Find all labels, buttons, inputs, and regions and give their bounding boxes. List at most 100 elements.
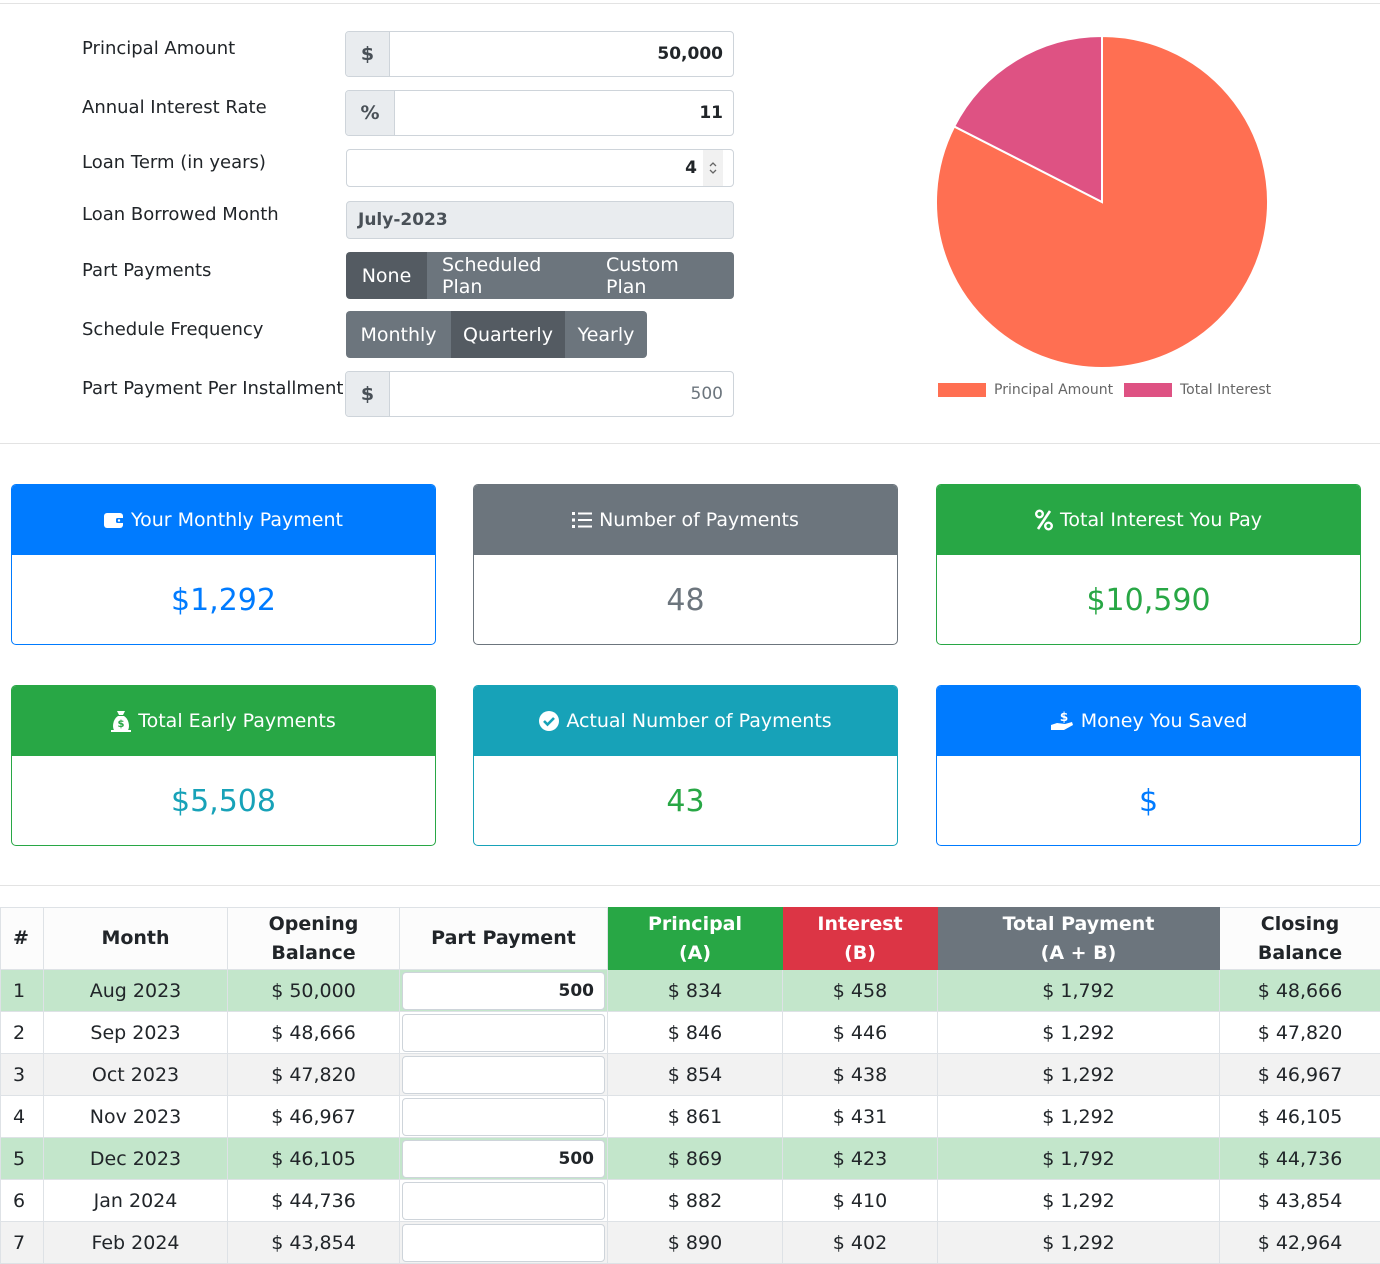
card-title: Number of Payments: [599, 509, 799, 531]
col-total-payment-cell: $ 1,792: [938, 970, 1220, 1012]
total-early-payments-card: $ Total Early Payments $5,508: [11, 685, 436, 846]
part-payments-toggle: None Scheduled Plan Custom Plan: [346, 252, 734, 299]
part-payment-scheduled-button[interactable]: Scheduled Plan: [427, 252, 591, 299]
card-title: Your Monthly Payment: [131, 509, 343, 531]
header-text: Balance: [1220, 939, 1380, 968]
number-of-payments-card: Number of Payments 48: [473, 484, 898, 645]
legend-interest[interactable]: Total Interest: [1124, 382, 1271, 398]
money-saved-card: $ Money You Saved $: [936, 685, 1361, 846]
frequency-monthly-button[interactable]: Monthly: [346, 311, 451, 358]
card-value: $1,292: [12, 555, 435, 645]
part-payment-none-button[interactable]: None: [346, 252, 427, 299]
section-divider: [0, 443, 1380, 444]
col-opening-balance-cell: $ 48,666: [228, 1012, 400, 1054]
col-month-cell: Oct 2023: [44, 1054, 228, 1096]
col-principal-cell: $ 861: [608, 1096, 783, 1138]
col-closing-balance-cell: $ 42,964: [1220, 1222, 1380, 1264]
term-input[interactable]: 4: [346, 149, 734, 187]
card-value: 43: [474, 756, 897, 846]
header-text: Opening: [228, 910, 399, 939]
frequency-yearly-button[interactable]: Yearly: [565, 311, 647, 358]
col-closing-balance-cell: $ 46,967: [1220, 1054, 1380, 1096]
card-value: $5,508: [12, 756, 435, 846]
header-text: (A): [608, 939, 782, 968]
part-payment-cell: [400, 1180, 608, 1222]
part-payment-input[interactable]: 500: [402, 972, 605, 1010]
col-principal-header: Principal(A): [608, 908, 783, 970]
percent-icon: [1035, 509, 1053, 531]
frequency-quarterly-button[interactable]: Quarterly: [451, 311, 565, 358]
col-opening-balance-cell: $ 50,000: [228, 970, 400, 1012]
col-closing-balance-cell: $ 46,105: [1220, 1096, 1380, 1138]
part-payment-custom-button[interactable]: Custom Plan: [591, 252, 734, 299]
rate-input-group: % 11: [345, 90, 734, 136]
col-interest-cell: $ 423: [783, 1138, 938, 1180]
per-installment-input[interactable]: 500: [390, 372, 733, 416]
term-stepper[interactable]: [703, 150, 723, 186]
col-month-header: Month: [44, 908, 228, 970]
card-value: $10,590: [937, 555, 1360, 645]
header-text: (A + B): [938, 939, 1219, 968]
col-index-cell: 4: [1, 1096, 44, 1138]
col-month-cell: Sep 2023: [44, 1012, 228, 1054]
per-installment-input-group: $ 500: [345, 371, 734, 417]
frequency-label: Schedule Frequency: [82, 319, 263, 340]
col-interest-cell: $ 438: [783, 1054, 938, 1096]
part-payment-cell: [400, 1222, 608, 1264]
part-payment-input[interactable]: [402, 1182, 605, 1220]
principal-input[interactable]: 50,000: [390, 32, 733, 76]
list-icon: [572, 511, 592, 529]
header-text: Part Payment: [400, 924, 607, 953]
monthly-payment-card: Your Monthly Payment $1,292: [11, 484, 436, 645]
col-total-payment-cell: $ 1,292: [938, 1054, 1220, 1096]
stepper-arrows-icon: [708, 159, 718, 177]
card-title: Total Interest You Pay: [1060, 509, 1262, 531]
card-header: Actual Number of Payments: [474, 686, 897, 756]
col-total-payment-header: Total Payment(A + B): [938, 908, 1220, 970]
part-payment-cell: 500: [400, 1138, 608, 1180]
col-principal-cell: $ 854: [608, 1054, 783, 1096]
col-closing-balance-cell: $ 48,666: [1220, 970, 1380, 1012]
col-interest-cell: $ 446: [783, 1012, 938, 1054]
part-payment-input[interactable]: [402, 1098, 605, 1136]
month-input[interactable]: July-2023: [346, 201, 734, 239]
col-interest-cell: $ 458: [783, 970, 938, 1012]
col-interest-cell: $ 431: [783, 1096, 938, 1138]
col-principal-cell: $ 834: [608, 970, 783, 1012]
col-interest-header: Interest(B): [783, 908, 938, 970]
col-total-payment-cell: $ 1,292: [938, 1222, 1220, 1264]
part-payment-input[interactable]: [402, 1014, 605, 1052]
col-closing-balance-cell: $ 43,854: [1220, 1180, 1380, 1222]
col-opening-balance-cell: $ 43,854: [228, 1222, 400, 1264]
col-month-cell: Dec 2023: [44, 1138, 228, 1180]
col-total-payment-cell: $ 1,292: [938, 1012, 1220, 1054]
col-opening-balance-cell: $ 46,105: [228, 1138, 400, 1180]
col-opening-balance-cell: $ 46,967: [228, 1096, 400, 1138]
principal-label: Principal Amount: [82, 38, 235, 59]
legend-principal[interactable]: Principal Amount: [938, 382, 1113, 398]
top-divider: [0, 3, 1380, 4]
dollar-addon: $: [346, 372, 390, 416]
money-bag-icon: $: [111, 710, 131, 732]
col-index-cell: 7: [1, 1222, 44, 1264]
rate-input[interactable]: 11: [395, 91, 733, 135]
col-month-cell: Jan 2024: [44, 1180, 228, 1222]
rate-label: Annual Interest Rate: [82, 97, 267, 118]
part-payment-cell: [400, 1012, 608, 1054]
month-label: Loan Borrowed Month: [82, 204, 279, 225]
term-label: Loan Term (in years): [82, 152, 266, 173]
part-payment-input[interactable]: [402, 1056, 605, 1094]
total-interest-card: Total Interest You Pay $10,590: [936, 484, 1361, 645]
header-text: Interest: [783, 910, 937, 939]
part-payment-input[interactable]: 500: [402, 1140, 605, 1178]
svg-text:$: $: [1060, 710, 1068, 724]
loan-pie-chart: [930, 30, 1275, 375]
part-payment-input[interactable]: [402, 1224, 605, 1262]
per-installment-label: Part Payment Per Installment: [82, 378, 343, 399]
